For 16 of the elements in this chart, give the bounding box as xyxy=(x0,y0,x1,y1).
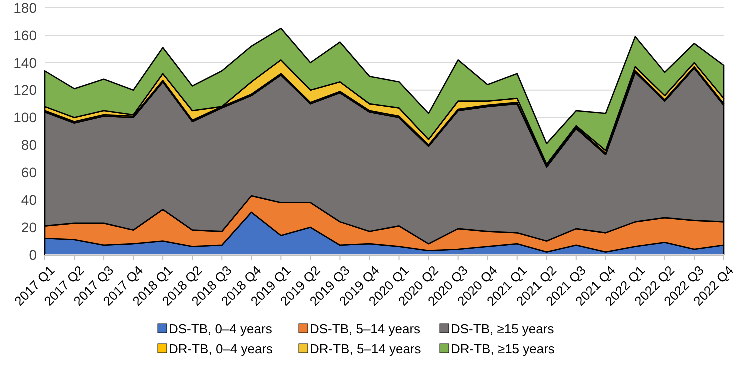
legend-label: DS-TB, 5–14 years xyxy=(310,322,422,337)
y-tick-label: 0 xyxy=(29,246,38,263)
y-tick-label: 100 xyxy=(14,110,38,126)
legend-label: DR-TB, 0–4 years xyxy=(169,342,274,357)
y-tick-label: 40 xyxy=(21,192,38,208)
y-tick-label: 60 xyxy=(21,164,38,181)
y-tick-label: 120 xyxy=(14,82,38,98)
legend-label: DS-TB, ≥15 years xyxy=(451,322,555,337)
y-tick-label: 140 xyxy=(14,54,38,71)
y-tick-label: 160 xyxy=(14,27,38,44)
legend-label: DS-TB, 0–4 years xyxy=(169,322,273,337)
y-tick-label: 80 xyxy=(21,137,38,154)
legend-label: DR-TB, ≥15 years xyxy=(451,342,556,357)
y-tick-label: 180 xyxy=(14,0,38,16)
legend-label: DR-TB, 5–14 years xyxy=(310,342,422,357)
y-tick-label: 20 xyxy=(21,219,38,236)
